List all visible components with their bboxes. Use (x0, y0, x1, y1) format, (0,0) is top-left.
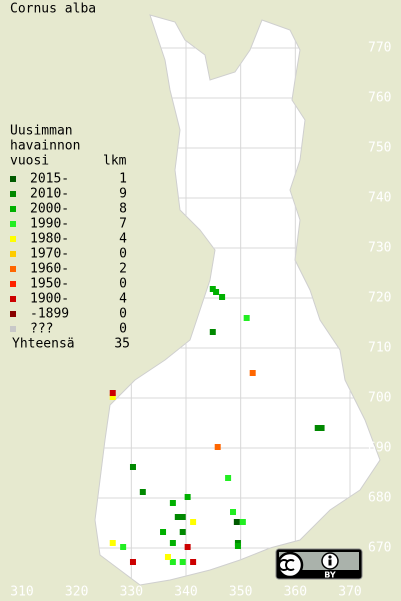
legend-label: 1970- (30, 247, 69, 262)
observation (179, 514, 186, 520)
legend-heading: havainnon (10, 139, 80, 154)
x-tick-label: 350 (229, 585, 252, 600)
observation (230, 509, 237, 515)
y-tick-label: 700 (368, 391, 391, 406)
legend-count-heading: lkm (103, 154, 127, 169)
observation (120, 544, 127, 550)
legend-count: 0 (119, 247, 127, 262)
finland-outline (94, 14, 381, 586)
observation (129, 464, 136, 470)
observation (184, 494, 191, 500)
observation (314, 425, 321, 431)
observation (249, 370, 256, 376)
legend-count: 7 (119, 217, 127, 232)
observation (164, 554, 171, 560)
observation (190, 559, 197, 565)
legend-label: 1960- (30, 262, 69, 277)
legend-label: 1950- (30, 277, 69, 292)
legend-label: 1990- (30, 217, 69, 232)
license-text: BY (324, 571, 336, 580)
observation (190, 519, 197, 525)
y-tick-label: 670 (368, 541, 391, 556)
observation (109, 390, 116, 396)
observation (209, 329, 216, 335)
y-tick-label: 720 (368, 291, 391, 306)
legend-count: 2 (119, 262, 127, 277)
observation (139, 489, 146, 495)
observation (109, 394, 116, 400)
legend-label: 2015- (30, 172, 69, 187)
legend-swatch (10, 311, 16, 317)
observation (184, 544, 191, 550)
legend-swatch (10, 221, 16, 227)
legend-label: ??? (30, 322, 53, 337)
legend-swatch (10, 206, 16, 212)
observations (109, 286, 325, 565)
y-tick-label: 760 (368, 91, 391, 106)
observation (214, 444, 221, 450)
observation (109, 540, 116, 546)
observation (179, 559, 186, 565)
y-tick-label: 710 (368, 341, 391, 356)
legend-count: 0 (119, 307, 127, 322)
observation (129, 559, 136, 565)
x-tick-label: 330 (120, 585, 143, 600)
observation (169, 500, 176, 506)
observation (174, 514, 181, 520)
legend-count: 4 (119, 232, 127, 247)
legend-count: 8 (119, 202, 127, 217)
y-tick-label: 690 (368, 441, 391, 456)
title: Cornus alba (10, 2, 96, 17)
legend-label: 1980- (30, 232, 69, 247)
legend-count: 9 (119, 187, 127, 202)
total-label: Yhteensä (12, 337, 75, 352)
legend-heading: Uusimman (10, 124, 73, 139)
legend-swatch (10, 326, 16, 332)
legend-swatch (10, 191, 16, 197)
observation (219, 294, 226, 300)
observation (225, 475, 232, 481)
legend-count: 1 (119, 172, 127, 187)
legend-swatch (10, 251, 16, 257)
observation (179, 529, 186, 535)
observation (233, 519, 240, 525)
legend-label: 2010- (30, 187, 69, 202)
y-tick-label: 770 (368, 41, 391, 56)
y-tick-label: 680 (368, 491, 391, 506)
legend-swatch (10, 266, 16, 272)
legend-swatch (10, 176, 16, 182)
observation (209, 286, 216, 292)
y-tick-label: 750 (368, 141, 391, 156)
observation (169, 559, 176, 565)
x-tick-label: 340 (174, 585, 197, 600)
legend-swatch (10, 236, 16, 242)
legend-swatch (10, 281, 16, 287)
observation (239, 519, 246, 525)
legend-label: 1900- (30, 292, 69, 307)
y-tick-label: 730 (368, 241, 391, 256)
x-tick-label: 320 (65, 585, 88, 600)
legend-count: 0 (119, 322, 127, 337)
legend-label: -1899 (30, 307, 69, 322)
x-tick-label: 310 (10, 585, 33, 600)
x-tick-label: 370 (338, 585, 361, 600)
total: 35 (114, 337, 130, 352)
observation (213, 289, 220, 295)
legend-count: 4 (119, 292, 127, 307)
legend-swatch (10, 296, 16, 302)
observation (318, 425, 325, 431)
observation (160, 529, 167, 535)
license-badge: BY (275, 548, 363, 580)
observation (243, 315, 250, 321)
x-tick-label: 360 (284, 585, 307, 600)
legend-heading: vuosi (10, 154, 49, 169)
observation (234, 543, 241, 549)
legend-count: 0 (119, 277, 127, 292)
legend-label: 2000- (30, 202, 69, 217)
y-tick-label: 740 (368, 191, 391, 206)
observation (169, 540, 176, 546)
